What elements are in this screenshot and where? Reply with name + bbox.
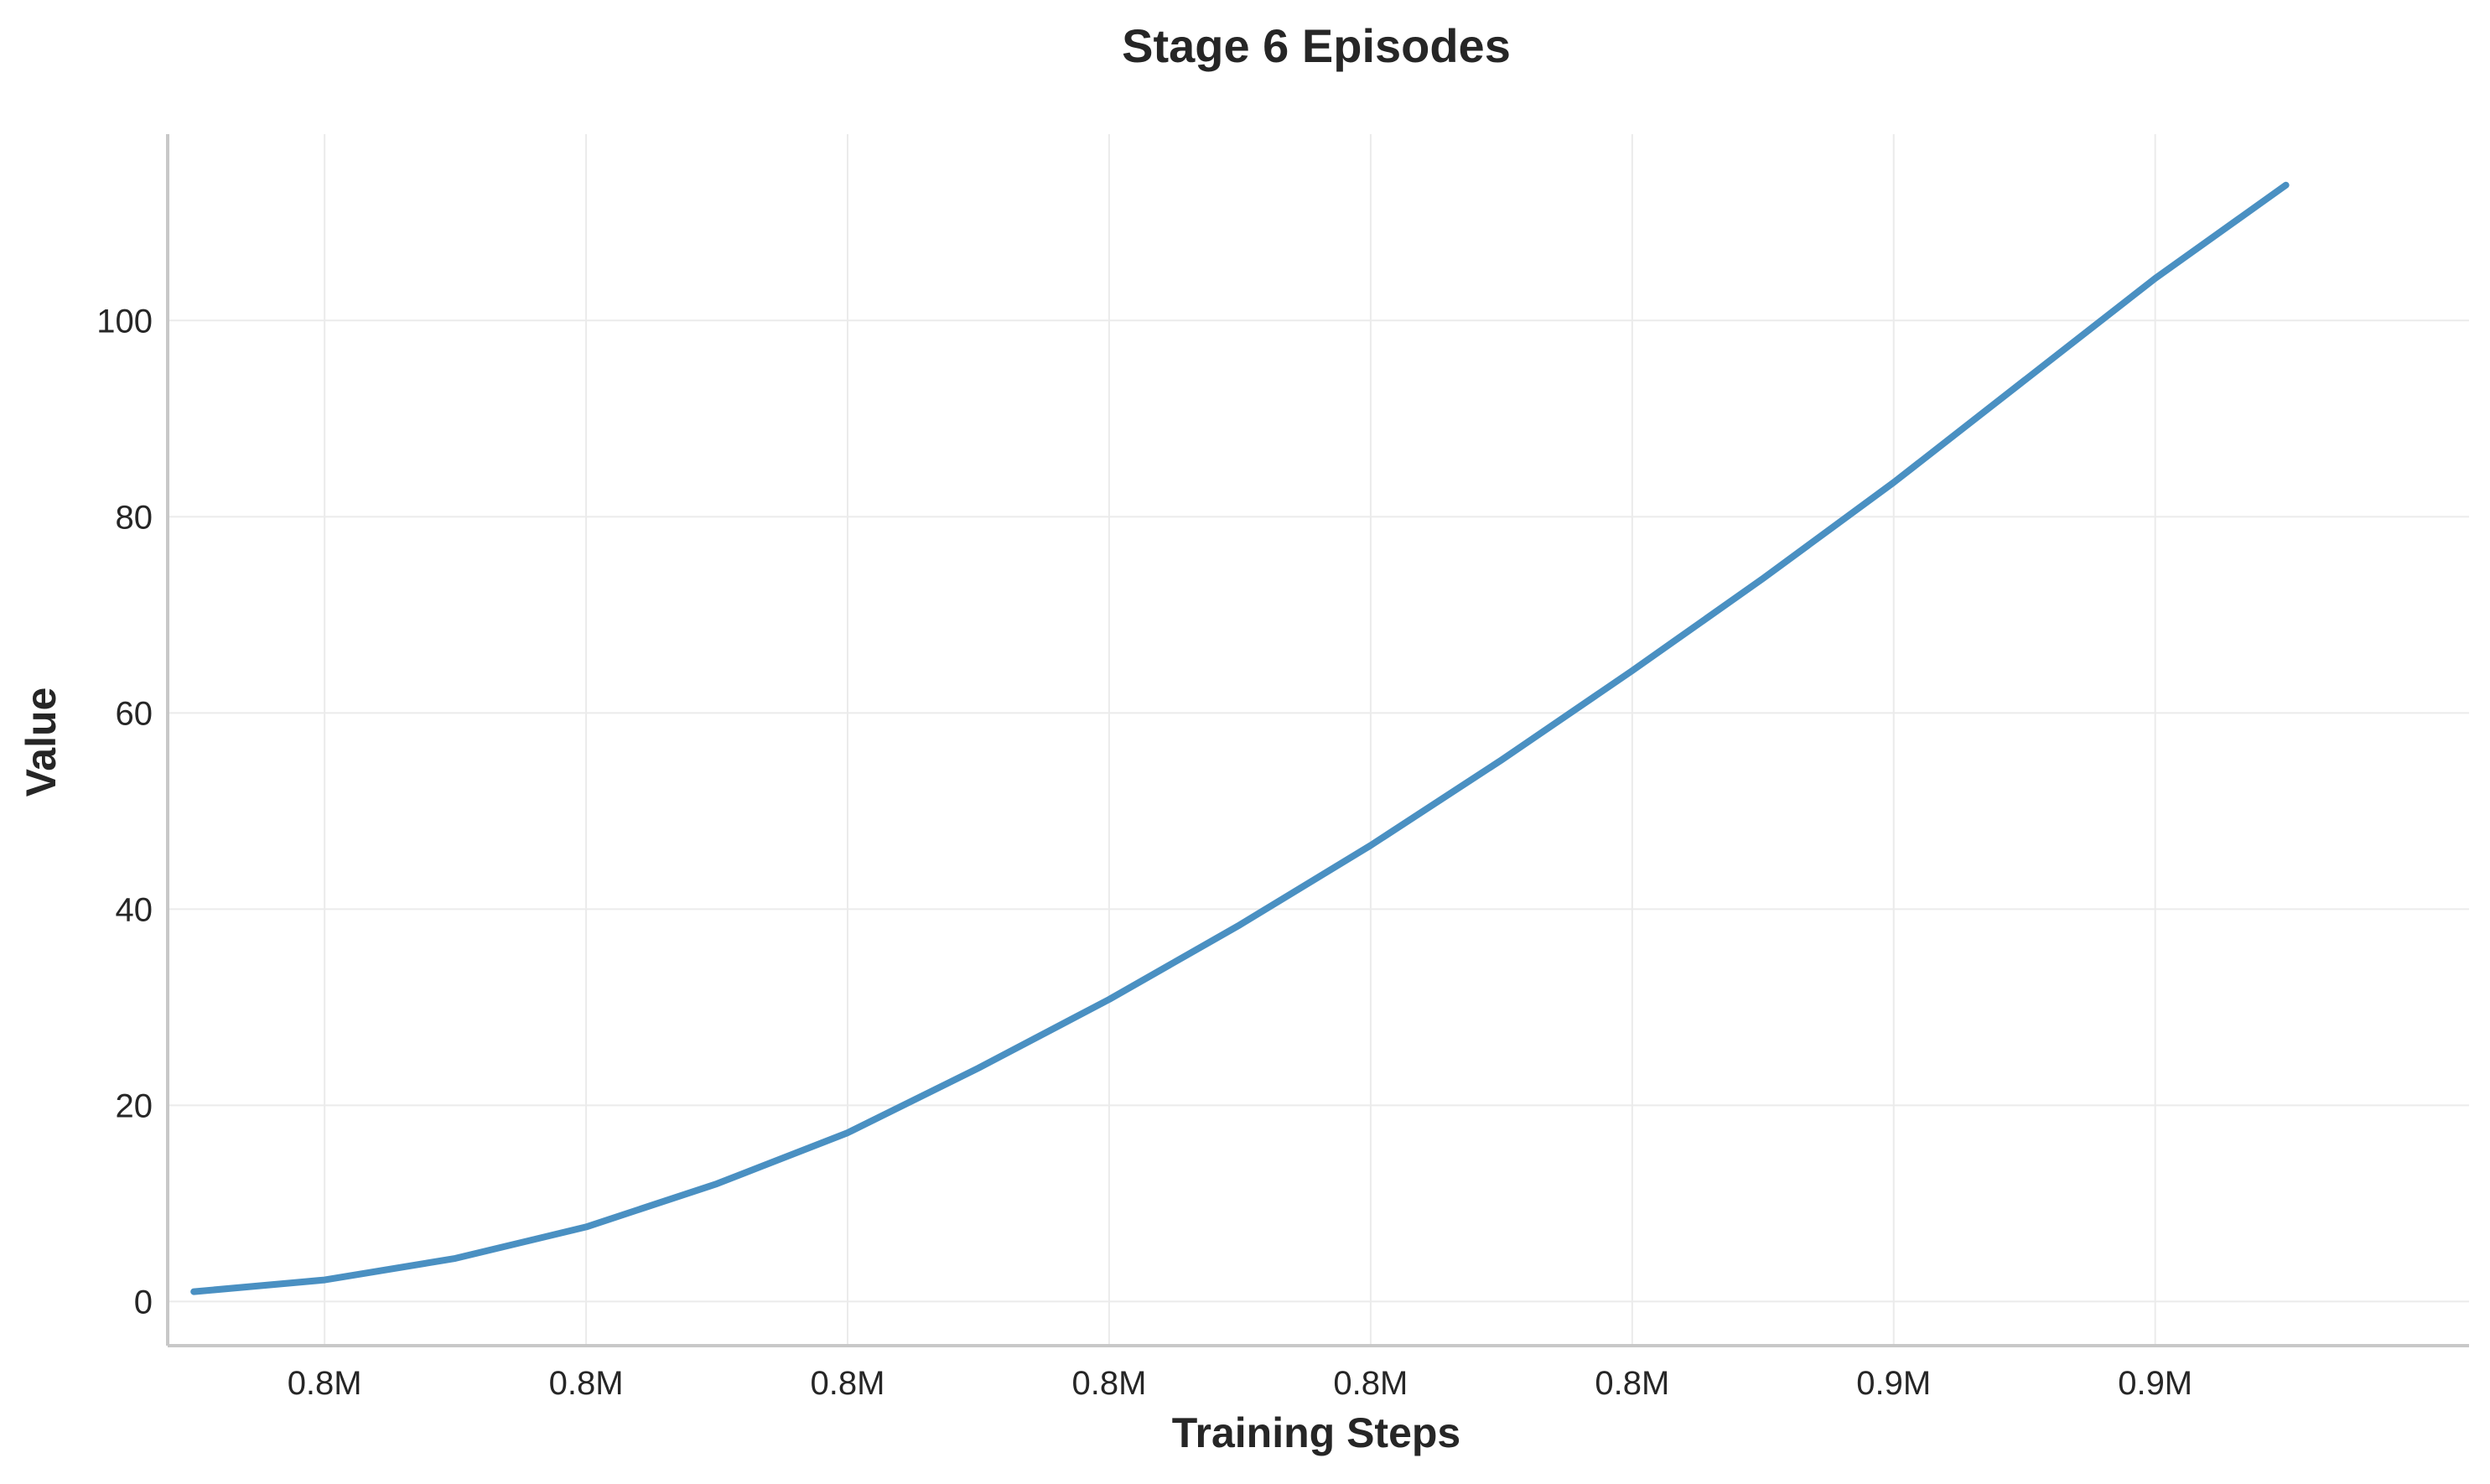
- y-tick-label: 100: [96, 303, 153, 340]
- series-layer: [190, 181, 2290, 1295]
- x-tick-label: 0.9M: [1856, 1365, 1931, 1402]
- y-axis-label: Value: [18, 688, 65, 797]
- y-axis-ticks: 0 20 40 60 80 100: [96, 303, 153, 1321]
- series-line: [190, 181, 2290, 1295]
- x-axis-label: Training Steps: [1172, 1409, 1461, 1456]
- y-tick-label: 20: [116, 1087, 153, 1124]
- y-tick-label: 0: [134, 1284, 153, 1321]
- x-axis-ticks: 0.8M 0.8M 0.8M 0.8M 0.8M 0.8M 0.9M 0.9M: [288, 1365, 2192, 1402]
- y-tick-label: 80: [116, 499, 153, 536]
- x-tick-label: 0.8M: [288, 1365, 362, 1402]
- x-tick-label: 0.8M: [549, 1365, 624, 1402]
- x-tick-label: 0.9M: [2118, 1365, 2192, 1402]
- x-tick-label: 0.8M: [811, 1365, 885, 1402]
- x-tick-label: 0.8M: [1595, 1365, 1669, 1402]
- y-tick-label: 60: [116, 695, 153, 732]
- x-tick-label: 0.8M: [1333, 1365, 1408, 1402]
- x-tick-label: 0.8M: [1071, 1365, 1146, 1402]
- y-tick-label: 40: [116, 891, 153, 928]
- axes-spines: [166, 134, 2469, 1347]
- grid: [168, 134, 2469, 1346]
- chart-title: Stage 6 Episodes: [1122, 19, 1511, 72]
